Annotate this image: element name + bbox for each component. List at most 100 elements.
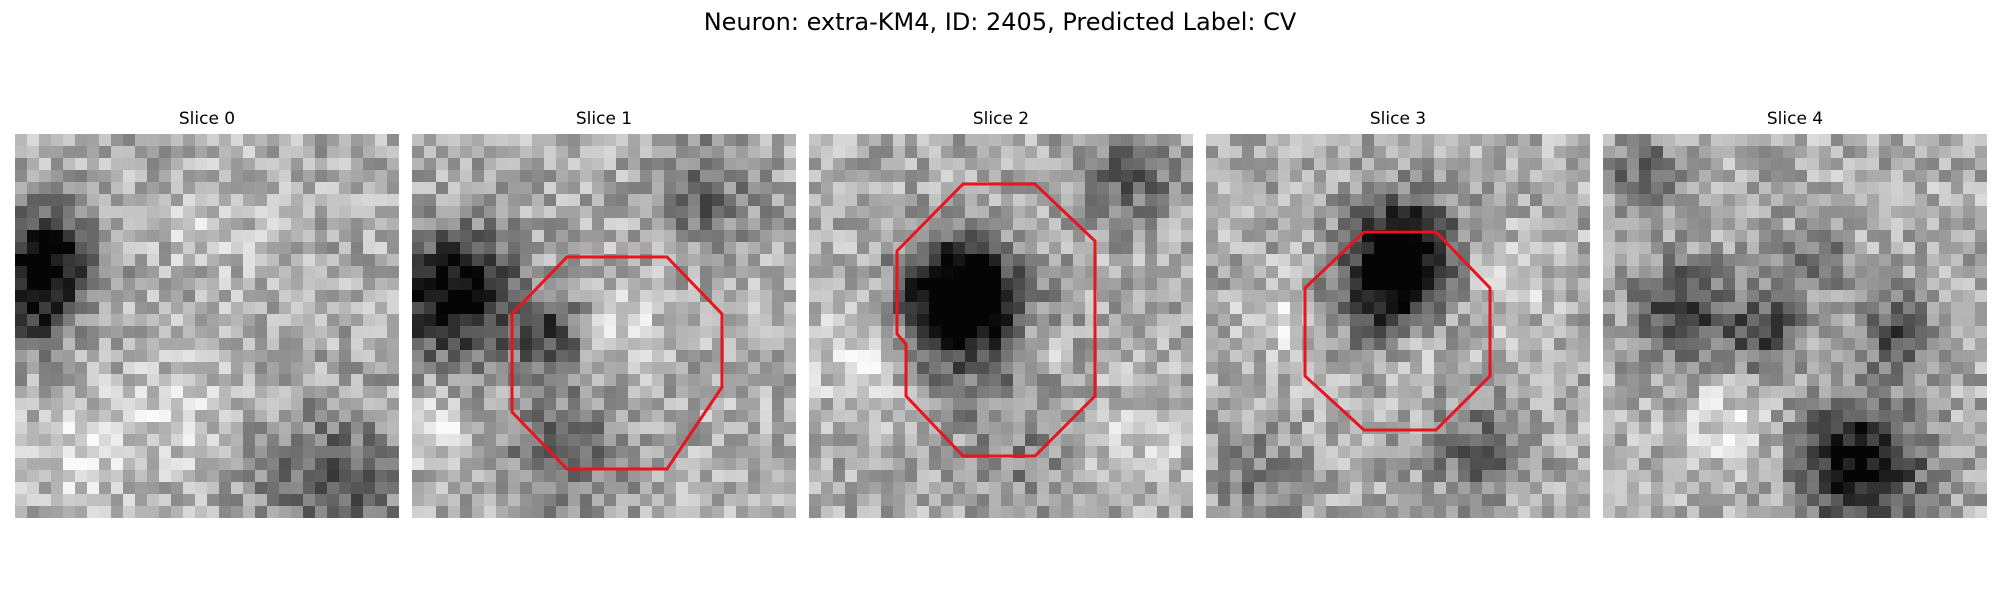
pixel-cell xyxy=(424,374,437,387)
pixel-cell xyxy=(845,458,858,471)
pixel-cell xyxy=(315,422,328,435)
pixel-cell xyxy=(1903,302,1916,315)
pixel-cell xyxy=(327,434,340,447)
pixel-cell xyxy=(339,374,352,387)
pixel-cell xyxy=(905,410,918,423)
pixel-cell xyxy=(1410,314,1423,327)
pixel-cell xyxy=(1482,386,1495,399)
pixel-cell xyxy=(1386,194,1399,207)
pixel-cell xyxy=(1807,230,1820,243)
pixel-cell xyxy=(1939,206,1952,219)
pixel-cell xyxy=(484,494,497,507)
pixel-cell xyxy=(965,242,978,255)
pixel-cell xyxy=(460,182,473,195)
pixel-cell xyxy=(1061,302,1074,315)
pixel-cell xyxy=(339,182,352,195)
pixel-cell xyxy=(39,194,52,207)
pixel-cell xyxy=(640,326,653,339)
pixel-cell xyxy=(484,206,497,219)
pixel-cell xyxy=(231,458,244,471)
pixel-cell xyxy=(27,422,40,435)
pixel-cell xyxy=(147,158,160,171)
pixel-cell xyxy=(1278,302,1291,315)
pixel-cell xyxy=(159,434,172,447)
pixel-cell xyxy=(375,410,388,423)
pixel-cell xyxy=(556,422,569,435)
pixel-cell xyxy=(339,134,352,147)
pixel-cell xyxy=(1747,218,1760,231)
pixel-cell xyxy=(1242,326,1255,339)
pixel-cell xyxy=(255,338,268,351)
pixel-cell xyxy=(375,314,388,327)
pixel-cell xyxy=(135,290,148,303)
pixel-cell xyxy=(784,398,796,411)
pixel-cell xyxy=(1230,350,1243,363)
pixel-cell xyxy=(1675,398,1688,411)
pixel-cell xyxy=(1326,266,1339,279)
pixel-cell xyxy=(99,206,112,219)
pixel-cell xyxy=(1663,314,1676,327)
pixel-cell xyxy=(628,422,641,435)
pixel-cell xyxy=(532,170,545,183)
pixel-cell xyxy=(628,206,641,219)
pixel-cell xyxy=(869,410,882,423)
pixel-cell xyxy=(1085,458,1098,471)
pixel-cell xyxy=(460,434,473,447)
pixel-cell xyxy=(1302,230,1315,243)
pixel-cell xyxy=(1302,410,1315,423)
pixel-cell xyxy=(1446,482,1459,495)
pixel-cell xyxy=(1073,362,1086,375)
pixel-cell xyxy=(1518,482,1531,495)
pixel-cell xyxy=(412,410,425,423)
pixel-cell xyxy=(628,494,641,507)
pixel-cell xyxy=(1687,230,1700,243)
pixel-cell xyxy=(1831,434,1844,447)
pixel-cell xyxy=(1759,134,1772,147)
pixel-cell xyxy=(1446,134,1459,147)
pixel-cell xyxy=(845,278,858,291)
pixel-cell xyxy=(1242,374,1255,387)
pixel-cell xyxy=(1831,386,1844,399)
pixel-cell xyxy=(1891,362,1904,375)
pixel-cell xyxy=(1759,398,1772,411)
pixel-cell xyxy=(1157,326,1170,339)
pixel-cell xyxy=(1290,494,1303,507)
pixel-cell xyxy=(291,278,304,291)
pixel-cell xyxy=(448,302,461,315)
pixel-cell xyxy=(616,398,629,411)
pixel-cell xyxy=(568,362,581,375)
pixel-cell xyxy=(219,242,232,255)
pixel-cell xyxy=(1097,374,1110,387)
pixel-cell xyxy=(1386,158,1399,171)
pixel-cell xyxy=(15,278,28,291)
pixel-cell xyxy=(929,506,942,518)
pixel-cell xyxy=(496,314,509,327)
pixel-cell xyxy=(1603,146,1616,159)
pixel-cell xyxy=(1819,398,1832,411)
pixel-cell xyxy=(556,290,569,303)
pixel-cell xyxy=(1831,422,1844,435)
pixel-cell xyxy=(640,446,653,459)
pixel-cell xyxy=(664,302,677,315)
pixel-cell xyxy=(881,290,894,303)
pixel-cell xyxy=(1807,278,1820,291)
pixel-cell xyxy=(869,446,882,459)
pixel-cell xyxy=(1639,266,1652,279)
pixel-cell xyxy=(628,458,641,471)
pixel-cell xyxy=(845,194,858,207)
pixel-cell xyxy=(1855,326,1868,339)
pixel-cell xyxy=(568,338,581,351)
pixel-cell xyxy=(1542,458,1555,471)
pixel-cell xyxy=(1518,290,1531,303)
pixel-cell xyxy=(1133,350,1146,363)
pixel-cell xyxy=(1157,134,1170,147)
pixel-cell xyxy=(977,410,990,423)
pixel-cell xyxy=(1627,458,1640,471)
pixel-cell xyxy=(448,194,461,207)
pixel-cell xyxy=(1711,374,1724,387)
pixel-cell xyxy=(941,278,954,291)
pixel-cell xyxy=(1843,314,1856,327)
pixel-cell xyxy=(1578,266,1590,279)
pixel-cell xyxy=(1302,458,1315,471)
pixel-cell xyxy=(1025,158,1038,171)
